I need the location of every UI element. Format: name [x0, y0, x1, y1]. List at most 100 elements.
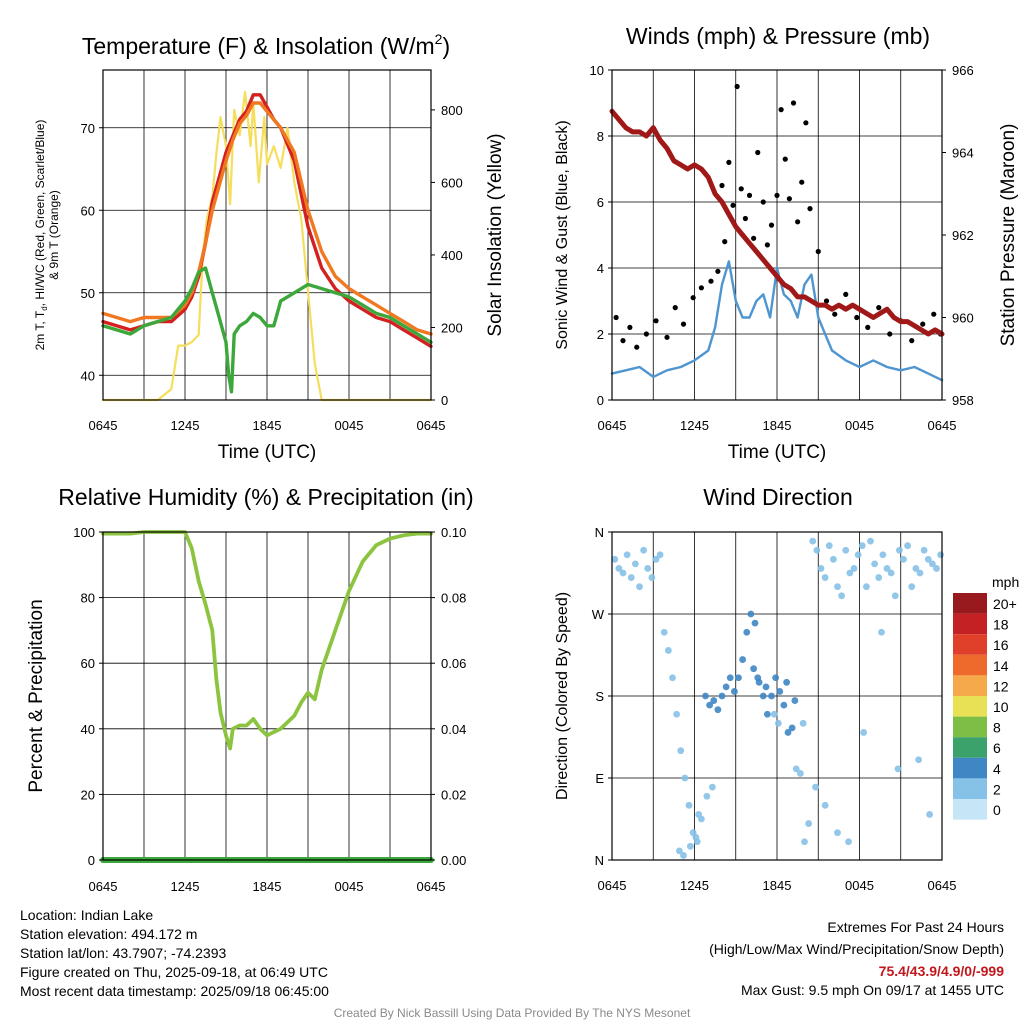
direction-point	[875, 574, 883, 581]
y-tick-label: N	[595, 853, 604, 868]
y-tick-label: 4	[597, 261, 604, 276]
direction-point	[854, 551, 862, 559]
y-tick-label: 40	[81, 368, 95, 383]
gust-point	[738, 186, 744, 192]
gust-point	[790, 100, 797, 106]
direction-point	[619, 569, 627, 577]
legend-swatch	[953, 737, 987, 758]
gust-point	[715, 268, 721, 274]
legend-swatch	[953, 593, 987, 614]
gust-point	[768, 222, 775, 228]
direction-point	[692, 833, 700, 841]
direction-point	[623, 551, 631, 559]
direction-point	[652, 555, 660, 563]
direction-point	[747, 610, 755, 618]
direction-point	[726, 674, 734, 682]
direction-point	[784, 729, 792, 736]
wind-series	[609, 83, 945, 382]
station-elevation: Station elevation: 494.172 m	[20, 926, 198, 942]
y-tick-label: 0	[441, 393, 448, 408]
gust-point	[698, 285, 704, 291]
direction-point	[722, 683, 730, 691]
direction-point	[770, 710, 778, 718]
gust-point	[778, 107, 784, 113]
extremes-block: Extremes For Past 24 Hours (High/Low/Max…	[709, 918, 1004, 1000]
x-tick-label: 0045	[845, 418, 874, 433]
y-tick-label: 10	[590, 63, 604, 78]
x-tick-label: 0045	[335, 879, 364, 894]
direction-point	[768, 692, 775, 700]
series-line-station-pressure	[609, 108, 945, 337]
station-latlon: Station lat/lon: 43.7907; -74.2393	[20, 945, 227, 961]
legend-swatch	[953, 778, 987, 799]
legend-label: 4	[993, 761, 1001, 777]
y-tick-label: 0.00	[441, 853, 466, 868]
legend-swatch	[953, 654, 987, 676]
wind-y-label: Sonic Wind & Gust (Blue, Black)	[554, 120, 571, 349]
x-tick-label: 1245	[680, 878, 709, 893]
gust-point	[643, 331, 649, 337]
direction-point	[739, 656, 747, 663]
station-location: Location: Indian Lake	[20, 907, 154, 923]
x-tick-label: 0645	[417, 879, 446, 894]
extremes-title: Extremes For Past 24 Hours	[827, 919, 1004, 935]
x-tick-label: 0645	[417, 418, 446, 433]
x-tick-label: 0645	[928, 418, 957, 433]
legend-label: 14	[993, 658, 1009, 674]
direction-point	[894, 765, 902, 773]
y-tick-label: 0	[597, 393, 604, 408]
y-tick-label: 40	[81, 722, 95, 737]
direction-series	[611, 537, 945, 859]
y-tick-label: 200	[441, 320, 463, 335]
y-tick-label: E	[595, 771, 604, 786]
gust-point	[755, 149, 761, 156]
direction-point	[686, 842, 694, 850]
direction-point	[648, 574, 656, 581]
series-line-sonic-wind	[610, 260, 944, 382]
direction-point	[763, 710, 771, 718]
x-tick-label: 1245	[680, 418, 709, 433]
direction-point	[825, 542, 833, 550]
direction-point	[631, 560, 639, 568]
direction-point	[640, 546, 648, 554]
temperature-title: Temperature (F) & Insolation (W/m2)	[82, 31, 450, 59]
gust-point	[760, 199, 766, 205]
gust-point	[746, 192, 753, 198]
gust-point	[799, 179, 805, 185]
direction-point	[900, 555, 907, 563]
direction-point	[928, 560, 936, 568]
direction-point	[664, 647, 672, 654]
speed-legend-title: mph	[992, 574, 1019, 590]
direction-point	[656, 551, 664, 559]
gust-point	[876, 305, 882, 311]
series-line-solar-insolation	[101, 90, 433, 402]
direction-point	[706, 701, 714, 709]
extremes-values: 75.4/43.9/4.9/0/-999	[878, 963, 1004, 979]
gust-point	[627, 324, 633, 330]
gust-point	[823, 298, 830, 304]
gust-point	[803, 120, 809, 126]
direction-title: Wind Direction	[703, 484, 853, 510]
temperature-panel: Temperature (F) & Insolation (W/m2) 40 50…	[33, 31, 506, 463]
direction-point	[829, 555, 837, 563]
direction-point	[908, 583, 916, 591]
y-tick-label: 0	[88, 853, 95, 868]
precip-y-ticks: 0.00 0.02 0.04 0.06 0.08 0.10	[431, 525, 466, 868]
x-tick-label: 0645	[928, 878, 957, 893]
wind-x-ticks: 0645 1245 1845 0045 0645	[598, 418, 957, 433]
direction-point	[772, 674, 780, 682]
gust-point	[795, 219, 801, 225]
direction-point	[669, 674, 676, 682]
station-info: Location: Indian Lake Station elevation:…	[20, 906, 329, 1001]
wind-grid	[611, 69, 943, 401]
legend-label: 10	[993, 699, 1009, 715]
direction-point	[791, 697, 799, 704]
direction-point	[792, 765, 800, 773]
gust-point	[832, 311, 838, 317]
x-tick-label: 1845	[253, 879, 282, 894]
gust-point	[854, 314, 860, 321]
y-tick-label: 60	[81, 203, 95, 218]
legend-swatch	[953, 613, 987, 635]
pressure-y-ticks: 958 960 962 964 966	[942, 63, 974, 408]
